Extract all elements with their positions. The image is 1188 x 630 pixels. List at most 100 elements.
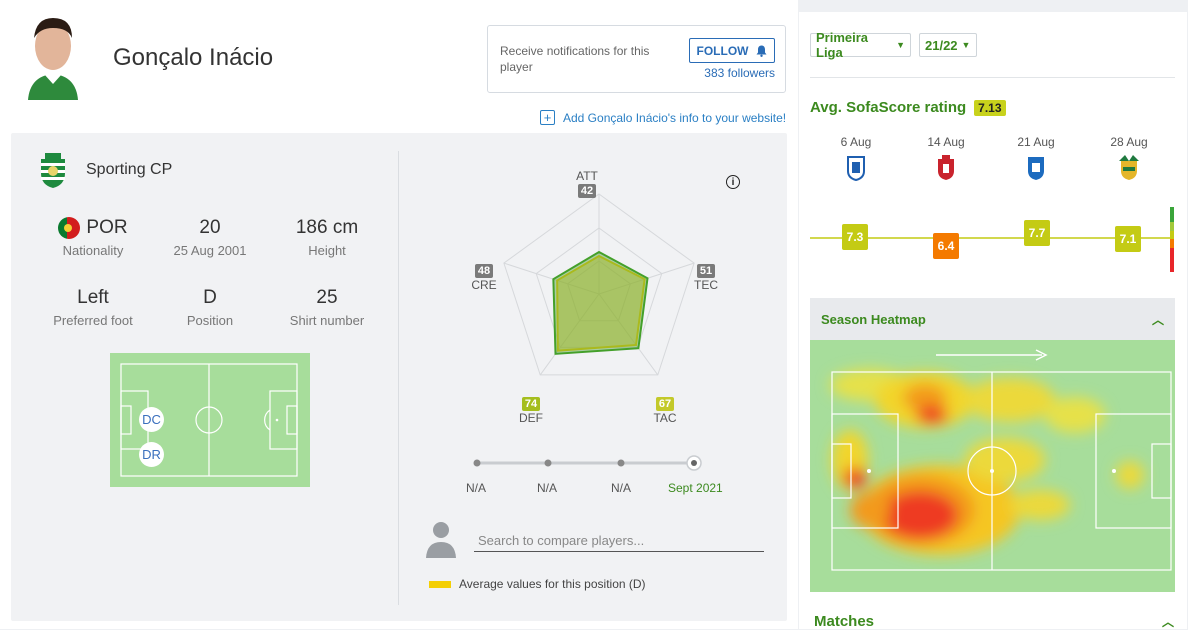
avg-rating-badge: 7.13 bbox=[974, 99, 1006, 116]
timeline-label-2: N/A bbox=[537, 481, 558, 495]
match-date: 28 Aug bbox=[1110, 135, 1148, 149]
bell-icon bbox=[756, 45, 767, 57]
radar-chart bbox=[503, 193, 695, 376]
match-2[interactable]: 14 Aug bbox=[916, 135, 976, 184]
league-dropdown[interactable]: Primeira Liga ▼ bbox=[810, 30, 911, 60]
team-crest-icon bbox=[1028, 157, 1044, 180]
timeline-label-3: N/A bbox=[611, 481, 632, 495]
timeline-dot-1[interactable] bbox=[473, 459, 481, 467]
plus-icon: + bbox=[540, 110, 555, 125]
attribute-radar: ATT 42 51 TEC 67 TAC 74 DEF 48 CRE bbox=[451, 163, 751, 433]
radar-value-tac: 67 bbox=[655, 397, 675, 411]
radar-label-tac: 67 TAC bbox=[653, 397, 677, 425]
portugal-flag-icon bbox=[58, 217, 81, 239]
chevron-up-icon[interactable]: ︿ bbox=[1161, 615, 1174, 629]
legend-swatch bbox=[429, 580, 451, 588]
stat-foot: Left Preferred foot bbox=[38, 285, 148, 328]
radar-axis bbox=[503, 262, 600, 295]
caret-down-icon: ▼ bbox=[896, 40, 905, 50]
match-date: 14 Aug bbox=[927, 135, 965, 149]
timeline-label-1: N/A bbox=[466, 481, 487, 495]
legend-text: Average values for this position (D) bbox=[459, 577, 646, 591]
heatmap-card: Season Heatmap ︿ bbox=[810, 298, 1175, 592]
radar-label-att: ATT 42 bbox=[576, 169, 598, 198]
match-rating-4: 7.1 bbox=[1115, 226, 1141, 252]
stat-position: D Position bbox=[155, 285, 265, 328]
heatmap-header[interactable]: Season Heatmap ︿ bbox=[810, 298, 1175, 340]
shirt-value: 25 bbox=[316, 287, 338, 308]
timeline-dot-2[interactable] bbox=[544, 459, 552, 467]
season-dropdown[interactable]: 21/22 ▼ bbox=[919, 33, 977, 57]
stat-shirt: 25 Shirt number bbox=[272, 285, 382, 328]
position-pitch: DC DR bbox=[110, 353, 310, 487]
stat-age: 20 25 Aug 2001 bbox=[155, 215, 265, 258]
player-details-card: Sporting CP POR Nationality 20 25 Aug 20… bbox=[11, 133, 787, 621]
radar-axis bbox=[598, 293, 659, 376]
radar-value-def: 74 bbox=[521, 397, 541, 411]
match-date: 6 Aug bbox=[840, 135, 872, 149]
sporting-logo-icon bbox=[41, 153, 65, 188]
info-icon[interactable]: i bbox=[726, 175, 740, 189]
stat-nationality: POR Nationality bbox=[38, 215, 148, 258]
radar-value-att: 42 bbox=[577, 184, 597, 198]
player-photo bbox=[28, 18, 78, 100]
chevron-up-icon[interactable]: ︿ bbox=[1151, 312, 1164, 327]
timeline-dot-3[interactable] bbox=[617, 459, 625, 467]
add-info-link[interactable]: + Add Gonçalo Inácio's info to your webs… bbox=[540, 110, 786, 125]
match-1[interactable]: 6 Aug bbox=[826, 135, 886, 184]
radar-legend: Average values for this position (D) bbox=[429, 577, 646, 591]
nationality-value: POR bbox=[86, 217, 128, 238]
follow-button[interactable]: FOLLOW bbox=[689, 38, 775, 63]
position-marker-dr: DR bbox=[139, 442, 164, 467]
follow-label: FOLLOW bbox=[696, 43, 749, 58]
player-silhouette-icon bbox=[426, 522, 456, 558]
stat-height: 186 cm Height bbox=[272, 215, 382, 258]
followers-number: 383 bbox=[704, 66, 725, 80]
team-crest-icon bbox=[938, 155, 954, 180]
match-date: 21 Aug bbox=[1017, 135, 1055, 149]
foot-value: Left bbox=[77, 287, 109, 308]
radar-player-polygon bbox=[552, 250, 649, 355]
rating-line bbox=[810, 207, 1174, 272]
heatmap-title: Season Heatmap bbox=[821, 311, 926, 327]
player-name: Gonçalo Inácio bbox=[113, 44, 274, 71]
notification-text: Receive notifications for this player bbox=[500, 44, 650, 74]
radar-label-cre: 48 CRE bbox=[471, 264, 497, 292]
match-rating-3: 7.7 bbox=[1024, 220, 1050, 246]
position-value: D bbox=[203, 287, 217, 308]
height-value: 186 cm bbox=[295, 217, 359, 238]
timeline-slider[interactable]: N/A N/A N/A Sept 2021 bbox=[466, 455, 756, 505]
notification-box: Receive notifications for this player FO… bbox=[487, 25, 786, 93]
compare-search-input[interactable] bbox=[474, 530, 764, 552]
divider bbox=[810, 77, 1175, 78]
avg-rating-label: Avg. SofaScore rating bbox=[810, 99, 967, 116]
matches-header[interactable]: Matches ︿ bbox=[814, 613, 1174, 630]
radar-value-cre: 48 bbox=[474, 264, 494, 278]
timeline-label-4: Sept 2021 bbox=[668, 481, 723, 495]
league-label: Primeira Liga bbox=[816, 30, 869, 60]
heatmap-pitch bbox=[810, 340, 1175, 592]
nationality-label: Nationality bbox=[62, 243, 124, 258]
radar-label-tec: 51 TEC bbox=[694, 264, 718, 292]
card-divider bbox=[398, 151, 399, 605]
compare-search bbox=[424, 518, 766, 558]
matches-title: Matches bbox=[814, 613, 875, 630]
shirt-label: Shirt number bbox=[289, 313, 365, 328]
caret-down-icon: ▼ bbox=[961, 40, 971, 50]
player-panel: Gonçalo Inácio Receive notifications for… bbox=[0, 0, 798, 629]
radar-grid-ring bbox=[503, 193, 695, 376]
radar-axis bbox=[539, 293, 600, 376]
season-label: 21/22 bbox=[925, 37, 958, 53]
radar-average-polygon bbox=[556, 254, 646, 352]
birthdate-label: 25 Aug 2001 bbox=[173, 243, 247, 258]
followers-count: 383 followers bbox=[658, 66, 775, 80]
radar-label-def: 74 DEF bbox=[519, 397, 543, 425]
team-crest-icon bbox=[1119, 155, 1139, 180]
age-value: 20 bbox=[199, 217, 221, 238]
club-name: Sporting CP bbox=[86, 161, 173, 178]
match-rating-1: 7.3 bbox=[842, 224, 868, 250]
match-3[interactable]: 21 Aug bbox=[1006, 135, 1066, 184]
height-label: Height bbox=[308, 243, 346, 258]
position-marker-dc: DC bbox=[139, 407, 164, 432]
match-4[interactable]: 28 Aug bbox=[1099, 135, 1159, 184]
